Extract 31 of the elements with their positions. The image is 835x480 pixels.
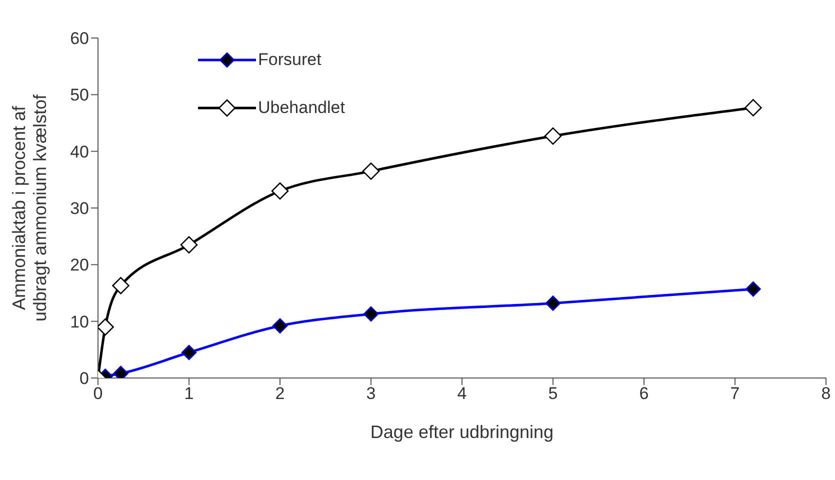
x-tick-label: 7	[730, 384, 740, 404]
x-tick-label: 5	[548, 384, 558, 404]
x-tick-label: 4	[457, 384, 467, 404]
x-tick-label: 0	[93, 384, 103, 404]
legend-label: Forsuret	[258, 50, 322, 70]
x-tick-label: 1	[184, 384, 194, 404]
point	[363, 306, 379, 322]
point	[544, 127, 562, 145]
y-tick-label: 30	[70, 199, 89, 218]
x-axis-title: Dage efter udbringning	[370, 422, 554, 442]
x-tick-label: 2	[275, 384, 285, 404]
x-tick-label: 6	[639, 384, 649, 404]
y-tick-label: 0	[80, 369, 89, 388]
point	[180, 236, 198, 254]
point	[746, 281, 761, 297]
x-tick-label: 3	[366, 384, 376, 404]
point	[181, 344, 197, 360]
point	[271, 182, 289, 200]
y-tick-label: 10	[70, 312, 89, 332]
point	[545, 296, 561, 311]
point	[272, 318, 288, 334]
point	[112, 276, 130, 294]
legend-label: Ubehandlet	[258, 98, 345, 118]
point	[744, 99, 762, 116]
y-tick-label: 20	[70, 256, 89, 275]
y-tick-label: 40	[70, 142, 89, 162]
y-tick-label: 60	[70, 29, 89, 48]
y-axis-title: Ammoniaktab i procent af udbragt ammonium kvælstof	[9, 93, 50, 322]
point	[362, 162, 380, 180]
x-tick-label: 8	[821, 384, 831, 404]
y-tick-label: 50	[70, 86, 89, 105]
